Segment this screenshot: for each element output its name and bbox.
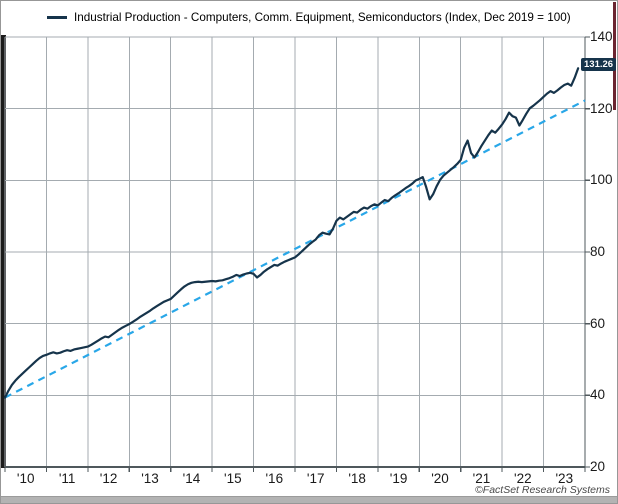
y-tick-label: 20 bbox=[590, 459, 606, 474]
series-line bbox=[3, 67, 580, 399]
x-tick-label: '16 bbox=[265, 471, 284, 486]
x-tick-label: '20 bbox=[431, 471, 449, 486]
x-tick-label: '17 bbox=[306, 471, 325, 486]
x-tick-label: '19 bbox=[389, 471, 408, 486]
y-tick-label: 120 bbox=[590, 100, 613, 116]
right-edge-bar bbox=[613, 2, 616, 110]
series-line-swatch-icon bbox=[47, 16, 67, 19]
x-tick-label: '12 bbox=[99, 471, 118, 486]
y-tick-label: 60 bbox=[590, 315, 606, 331]
x-tick-label: '18 bbox=[348, 471, 366, 486]
y-tick-label: 140 bbox=[590, 29, 613, 44]
copyright-text: ©FactSet Research Systems bbox=[475, 484, 610, 496]
x-tick-label: '11 bbox=[58, 471, 76, 486]
y-tick-label: 40 bbox=[590, 387, 606, 403]
x-tick-label: '21 bbox=[472, 471, 491, 486]
x-tick-label: '23 bbox=[555, 471, 574, 486]
trend-line bbox=[4, 99, 586, 399]
x-tick-label: '14 bbox=[182, 471, 201, 486]
legend: Industrial Production - Computers, Comm.… bbox=[47, 11, 571, 24]
y-tick-label: 80 bbox=[590, 244, 606, 259]
series-legend-label: Industrial Production - Computers, Comm.… bbox=[74, 11, 571, 24]
x-tick-label: '13 bbox=[141, 471, 159, 486]
x-tick-label: '10 bbox=[16, 471, 35, 486]
last-value-badge: 131.26 bbox=[581, 58, 617, 71]
y-tick-label: 100 bbox=[590, 172, 613, 188]
footer-band bbox=[1, 496, 617, 503]
x-tick-label: '15 bbox=[224, 471, 242, 486]
left-border-bar bbox=[1, 35, 6, 468]
x-tick-label: '22 bbox=[514, 471, 532, 486]
